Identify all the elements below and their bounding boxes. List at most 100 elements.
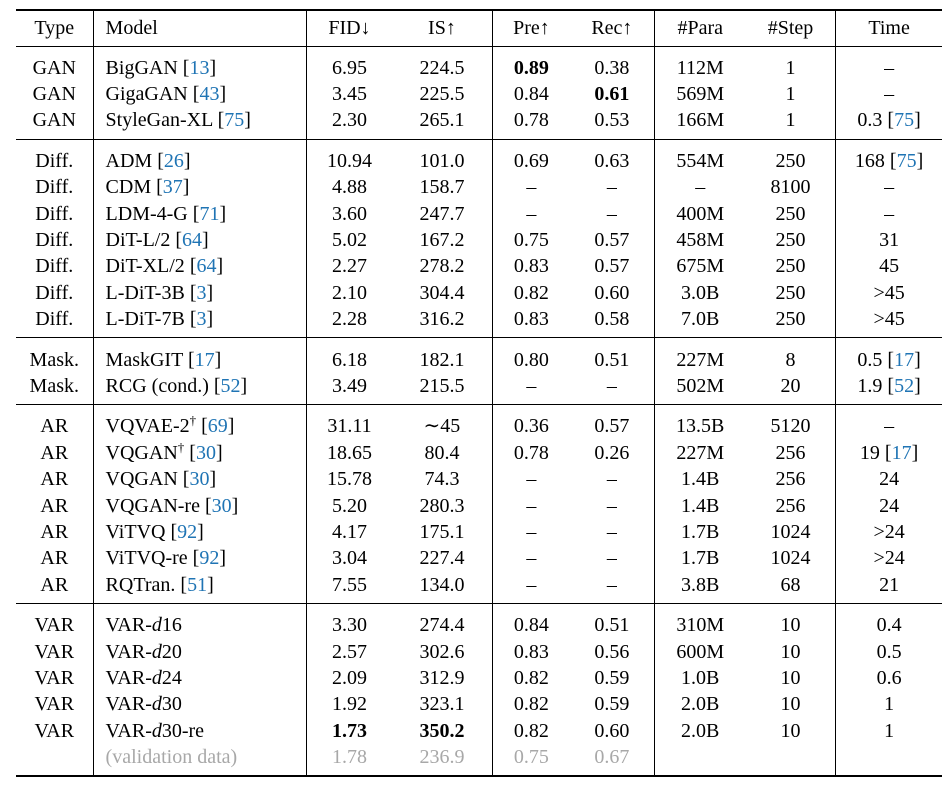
cell-pre: –: [492, 373, 570, 405]
cell-type: AR: [16, 404, 94, 440]
table-row: Diff. DiT-L/2 [64] 5.02 167.2 0.75 0.57 458M 25…: [16, 226, 942, 254]
cell-para: –: [654, 174, 746, 200]
rec-value: 0.59: [594, 666, 630, 689]
model-name: VQVAE-2: [105, 415, 190, 438]
is-value: 316.2: [419, 308, 465, 331]
citation-link: 30: [195, 441, 216, 464]
is-value: 236.9: [419, 746, 465, 769]
para-value: 310M: [676, 614, 725, 637]
cell-time: –: [836, 174, 942, 200]
para-value: 1.0B: [681, 666, 720, 689]
cell-model: BigGAN [13]: [93, 46, 307, 81]
rec-value: –: [606, 520, 617, 543]
cell-time: –: [836, 200, 942, 226]
cell-model: DiT-XL/2 [64]: [93, 253, 307, 280]
cell-model: VQVAE-2† [69]: [93, 404, 307, 440]
is-value: 158.7: [419, 176, 465, 199]
type-value: Diff.: [35, 149, 74, 172]
is-value: 304.4: [419, 281, 465, 304]
cell-para: 1.4B: [654, 492, 746, 518]
cell-para: 600M: [654, 638, 746, 664]
para-value: 400M: [676, 202, 725, 225]
cell-model: RCG (cond.) [52]: [93, 372, 307, 405]
table-row: Diff. DiT-XL/2 [64] 2.27 278.2 0.83 0.57 675M 2…: [16, 253, 942, 280]
table-row: AR VQGAN-re [30] 5.20 280.3 – – 1.4B 256 24: [16, 492, 942, 519]
cell-para: 400M: [654, 200, 746, 226]
model-name: VQGAN: [105, 468, 178, 491]
pre-value: –: [526, 520, 537, 543]
fid-value: 3.04: [331, 547, 367, 570]
cell-rec: 0.58: [570, 306, 655, 338]
time-value: 0.4: [876, 614, 902, 637]
para-value: 112M: [676, 56, 724, 79]
step-value: 250: [775, 202, 806, 225]
rec-value: –: [606, 202, 617, 225]
fid-value: 1.78: [331, 746, 367, 769]
citation-link: 92: [177, 520, 198, 543]
cell-fid: 5.02: [306, 227, 392, 253]
table-row: (validation data) 1.78 236.9 0.75 0.67: [16, 743, 942, 778]
cell-is: 167.2: [392, 226, 493, 254]
rec-value: 0.57: [594, 255, 630, 278]
table-row: VAR VAR-d30 1.92 323.1 0.82 0.59 2.0B 10 1: [16, 691, 942, 718]
time-value: 24: [879, 494, 900, 517]
is-value: 182.1: [419, 348, 465, 371]
step-value: 250: [775, 308, 806, 331]
model-name: ADM: [105, 149, 153, 172]
header-time: Time: [868, 17, 910, 40]
cell-model: L-DiT-7B [3]: [93, 306, 307, 338]
time-value: >45: [873, 308, 905, 331]
pre-value: 0.84: [513, 614, 549, 637]
cell-para: 7.0B: [654, 306, 746, 338]
cell-model: VAR-d16: [93, 602, 307, 639]
rec-value: 0.51: [594, 614, 630, 637]
table-row: AR VQGAN [30] 15.78 74.3 – – 1.4B 256 24: [16, 465, 942, 493]
table-row: AR RQTran. [51] 7.55 134.0 – – 3.8B 68 21: [16, 571, 942, 604]
citation-link: 17: [894, 348, 915, 371]
time-value: 0.3: [857, 109, 883, 132]
type-value: GAN: [32, 83, 76, 106]
time-value: –: [884, 176, 895, 199]
cell-rec: –: [570, 200, 655, 227]
cell-type: VAR: [16, 602, 94, 639]
cell-step: 1024: [745, 518, 837, 546]
model-name: DiT-L/2: [105, 229, 171, 252]
rec-value: –: [606, 374, 617, 397]
cell-rec: 0.67: [570, 743, 655, 778]
time-value: 31: [879, 229, 900, 252]
is-value: 312.9: [419, 666, 465, 689]
cell-fid: 2.10: [306, 280, 392, 306]
table-row: VAR VAR-d16 3.30 274.4 0.84 0.51 310M 10 0.4: [16, 602, 942, 639]
type-value: VAR: [34, 614, 75, 637]
cell-type: VAR: [16, 638, 94, 665]
cell-para: [654, 743, 746, 778]
type-value: GAN: [32, 56, 76, 79]
cell-para: 554M: [654, 138, 746, 175]
table-row: GAN StyleGan-XL [75] 2.30 265.1 0.78 0.53 166M…: [16, 107, 942, 140]
model-depth-value: 20: [161, 640, 182, 663]
model-name: RCG (cond.): [105, 374, 209, 397]
fid-value: 2.28: [331, 308, 367, 331]
cell-time: 0.6: [836, 665, 942, 691]
fid-value: 1.73: [331, 719, 367, 742]
cell-rec: –: [570, 174, 655, 201]
fid-value: 6.18: [331, 348, 367, 371]
cell-time: >24: [836, 545, 942, 571]
is-value: 280.3: [419, 494, 465, 517]
step-value: 10: [780, 614, 801, 637]
model-depth-symbol: d: [151, 614, 162, 637]
cell-fid: 6.95: [306, 46, 392, 81]
model-name: LDM-4-G: [105, 202, 188, 225]
is-value: 215.5: [419, 374, 465, 397]
cell-model: VQGAN [30]: [93, 465, 307, 493]
cell-step: 8: [745, 337, 837, 373]
rec-value: –: [606, 176, 617, 199]
fid-value: 18.65: [326, 441, 372, 464]
cell-is: 182.1: [392, 337, 493, 373]
cell-para: 166M: [654, 107, 746, 139]
para-value: 1.7B: [681, 547, 720, 570]
para-value: 675M: [676, 255, 725, 278]
cell-is: 312.9: [392, 664, 493, 692]
cell-model: MaskGIT [17]: [93, 337, 307, 373]
cell-time: –: [836, 46, 942, 81]
